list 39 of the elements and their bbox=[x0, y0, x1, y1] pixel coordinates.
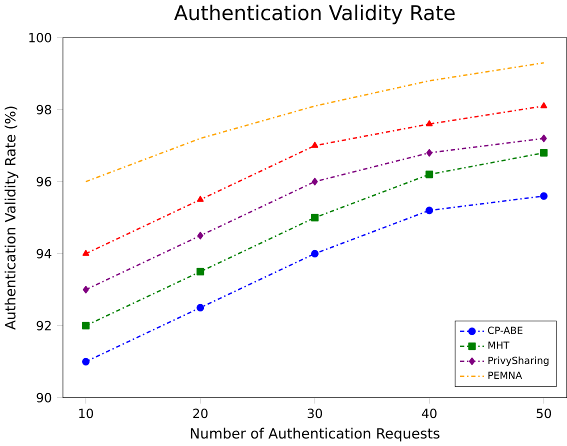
point bbox=[82, 358, 90, 366]
point bbox=[82, 286, 89, 294]
x-tick-label: 50 bbox=[536, 408, 552, 418]
point bbox=[426, 149, 432, 157]
point bbox=[540, 149, 548, 157]
y-tick-label: 90 bbox=[36, 392, 52, 402]
point bbox=[197, 232, 204, 240]
y-axis-title: Authentication Validity Rate (%) bbox=[4, 106, 18, 330]
y-tick-label: 94 bbox=[36, 248, 52, 258]
legend-label: MHT bbox=[488, 342, 510, 349]
point bbox=[196, 304, 204, 312]
point bbox=[426, 206, 434, 214]
y-tick-label: 96 bbox=[36, 176, 52, 186]
y-tick-label: 92 bbox=[36, 320, 51, 330]
point bbox=[82, 250, 90, 256]
point bbox=[540, 102, 548, 108]
x-tick-label: 20 bbox=[193, 408, 208, 418]
point bbox=[311, 250, 319, 258]
x-tick-label: 30 bbox=[308, 408, 322, 418]
point bbox=[311, 142, 318, 148]
point bbox=[540, 192, 548, 200]
y-tick-label: 98 bbox=[36, 104, 52, 114]
point bbox=[196, 268, 204, 276]
point bbox=[82, 322, 90, 330]
line-series bbox=[85, 62, 545, 182]
point bbox=[426, 120, 433, 126]
x-tick-label: 40 bbox=[422, 408, 437, 418]
point bbox=[312, 178, 318, 186]
x-tick-label: 10 bbox=[79, 408, 94, 418]
y-tick-label: 100 bbox=[29, 32, 52, 42]
point bbox=[311, 214, 319, 222]
x-axis-title: Number of Authentication Requests bbox=[190, 428, 440, 442]
point bbox=[540, 134, 547, 142]
legend-label: PEMNA bbox=[488, 372, 522, 379]
point bbox=[196, 196, 204, 202]
legend-label: PrivySharing bbox=[488, 356, 548, 366]
point bbox=[426, 170, 434, 178]
legend-label: CP-ABE bbox=[488, 326, 522, 334]
chart-title: Authentication Validity Rate bbox=[174, 4, 455, 24]
